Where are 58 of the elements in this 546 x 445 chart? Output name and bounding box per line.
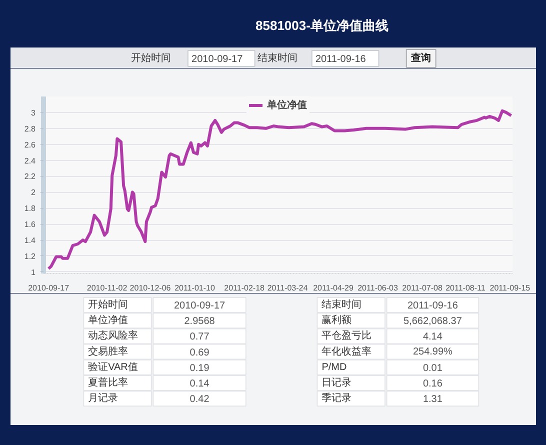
- legend-label: 单位净值: [267, 98, 307, 112]
- text: 2010-09-17: [174, 300, 226, 312]
- text: 开始时间: [131, 52, 172, 64]
- x-tick-label: 2010-09-17: [28, 284, 70, 292]
- text: 结束时间: [258, 52, 298, 64]
- text: 1.31: [422, 394, 443, 406]
- x-tick-label: 2011-01-10: [174, 284, 216, 292]
- x-tick-label: 2010-12-06: [130, 284, 172, 292]
- y-tick-label: 1.6: [24, 220, 36, 230]
- text: 2011-09-16: [407, 300, 458, 312]
- text: 日记录: [322, 376, 352, 388]
- x-tick-label: 2011-07-08: [402, 284, 443, 292]
- text: 0.01: [422, 362, 443, 374]
- text: 2010-09-17: [192, 54, 244, 65]
- text: 4.14: [422, 332, 443, 343]
- text: 夏普比率: [88, 376, 128, 388]
- text: 结束时间: [322, 298, 362, 310]
- text: 年化收益率: [322, 345, 372, 358]
- text: 查询: [410, 52, 432, 64]
- text: 月记录: [88, 392, 118, 404]
- text: 0.77: [190, 332, 210, 343]
- x-tick-label: 2011-08-11: [446, 284, 486, 292]
- y-tick-label: 2.6: [24, 140, 36, 150]
- text: 验证VAR值: [88, 360, 138, 373]
- y-tick-label: 1.4: [24, 236, 36, 246]
- text: 254.99%: [412, 346, 453, 358]
- text: 赢利额: [322, 314, 352, 326]
- x-tick-label: 2011-02-18: [224, 284, 266, 292]
- y-tick-label: 1: [31, 268, 36, 277]
- text: 交易胜率: [88, 345, 128, 358]
- chart-title: 8581003-单位净值曲线: [256, 18, 388, 33]
- text: 0.69: [190, 347, 210, 358]
- text: 0.16: [422, 378, 443, 390]
- x-tick-label: 2010-11-02: [86, 284, 128, 292]
- x-tick-label: 2011-03-24: [267, 284, 308, 292]
- x-tick-label: 2011-04-29: [313, 284, 354, 292]
- x-tick-label: 2011-09-15: [490, 284, 531, 292]
- text: 0.14: [190, 378, 210, 390]
- x-tick-label: 2011-06-03: [358, 284, 398, 292]
- text: 5,662,068.37: [404, 316, 462, 328]
- text: 0.19: [190, 362, 210, 374]
- y-tick-label: 2: [31, 188, 36, 198]
- y-tick-label: 3: [31, 108, 36, 118]
- text: 开始时间: [88, 298, 128, 310]
- text: 季记录: [322, 392, 352, 404]
- text: 2011-09-16: [315, 54, 366, 65]
- y-tick-label: 2.8: [24, 124, 36, 134]
- text: 2.9568: [184, 316, 216, 328]
- line-series: [47, 109, 512, 270]
- y-tick-label: 2.2: [24, 172, 36, 182]
- text: 0.42: [190, 394, 210, 406]
- text: 单位净值: [88, 314, 128, 326]
- text: 平仓盈亏比: [322, 330, 372, 342]
- text: P/MD: [322, 362, 347, 373]
- y-tick-label: 1.8: [24, 204, 36, 214]
- text: 动态风险率: [88, 330, 138, 342]
- y-tick-label: 2.4: [24, 156, 36, 166]
- y-tick-label: 1.2: [24, 252, 36, 261]
